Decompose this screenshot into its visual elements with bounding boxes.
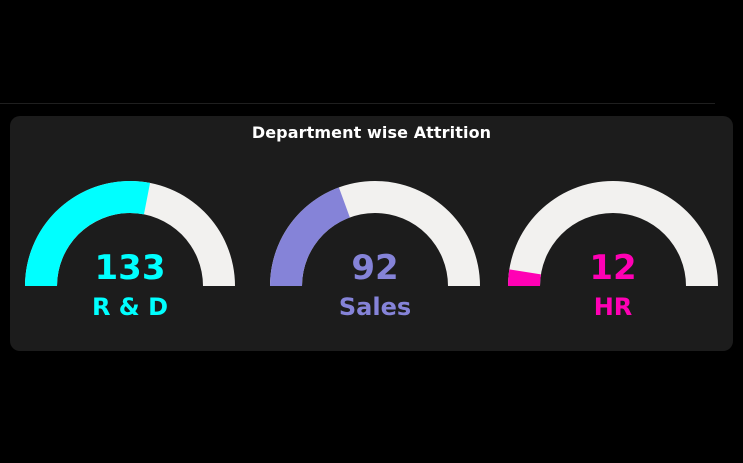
gauge-value-r-d: 133 [95, 248, 166, 288]
department-attrition-card: Department wise Attrition [10, 116, 733, 351]
gauge-fill-hr [508, 269, 541, 286]
gauge-label-r-d: R & D [92, 293, 168, 321]
gauge-fill-r-d [25, 181, 151, 286]
divider-line [0, 103, 715, 104]
gauge-value-hr: 12 [589, 248, 636, 288]
gauge-label-hr: HR [594, 293, 633, 321]
gauge-value-sales: 92 [351, 248, 398, 288]
chart-title: Department wise Attrition [251, 123, 492, 142]
gauge-fill-sales [270, 187, 350, 286]
gauge-track-hr [508, 181, 718, 286]
gauge-label-sales: Sales [339, 293, 411, 321]
